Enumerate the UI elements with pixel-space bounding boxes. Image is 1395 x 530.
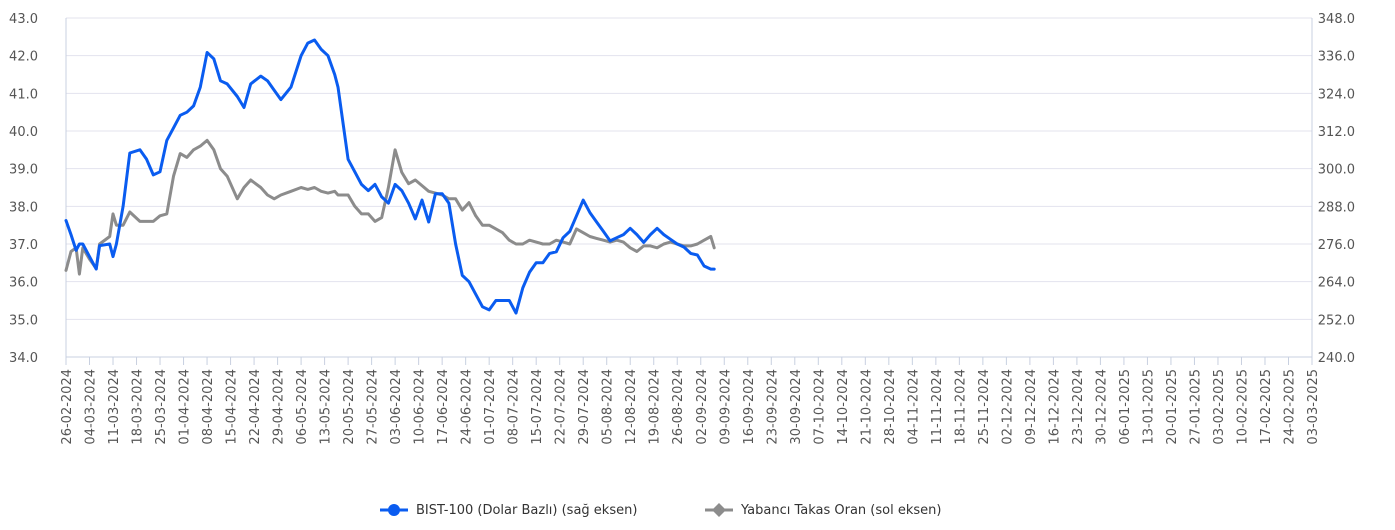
left-axis-tick-label: 40.0	[9, 125, 38, 140]
axes: 43.0 348.0 42.0 336.0 41.0 324.0 40.0 312.0 39.0…	[9, 12, 1355, 445]
x-axis-tick-label: 06-01-2025	[1118, 369, 1133, 445]
left-axis-tick-label: 39.0	[9, 163, 38, 178]
x-axis-tick-label: 25-03-2024	[154, 369, 169, 445]
x-axis-tick-label: 10-02-2025	[1235, 369, 1250, 445]
grid	[66, 17, 1312, 358]
x-axis-tick-label: 24-02-2025	[1282, 369, 1297, 445]
x-axis-tick-label: 23-12-2024	[1071, 369, 1086, 445]
series-lines	[64, 38, 716, 315]
x-axis-tick-label: 16-12-2024	[1047, 369, 1062, 445]
x-axis-tick-label: 22-07-2024	[554, 369, 569, 445]
right-axis-tick-label: 276.0	[1318, 238, 1355, 253]
x-axis-tick-label: 23-09-2024	[765, 369, 780, 445]
legend-item-bist100[interactable]: BIST-100 (Dolar Bazlı) (sağ eksen)	[380, 503, 637, 518]
x-axis-tick-label: 15-04-2024	[225, 369, 240, 445]
x-axis-tick-label: 21-10-2024	[859, 369, 874, 445]
legend-label-yabanci-takas: Yabancı Takas Oran (sol eksen)	[740, 503, 941, 518]
x-axis-tick-label: 11-03-2024	[107, 369, 122, 445]
x-axis-tick-label: 12-08-2024	[624, 369, 639, 445]
right-axis-tick-label: 252.0	[1318, 313, 1355, 328]
left-axis-tick-label: 38.0	[9, 200, 38, 215]
left-axis-tick-label: 34.0	[9, 351, 38, 366]
x-axis-tick-label: 18-11-2024	[953, 369, 968, 445]
right-axis-tick-label: 312.0	[1318, 125, 1355, 140]
x-axis-tick-label: 09-12-2024	[1024, 369, 1039, 445]
x-axis-tick-label: 29-07-2024	[577, 369, 592, 445]
x-axis-tick-label: 30-12-2024	[1094, 369, 1109, 445]
x-axis-tick-label: 08-07-2024	[507, 369, 522, 445]
x-axis-tick-label: 13-05-2024	[319, 369, 334, 445]
legend: BIST-100 (Dolar Bazlı) (sağ eksen) Yaban…	[380, 503, 941, 518]
x-axis-tick-label: 10-06-2024	[413, 369, 428, 445]
x-axis-tick-label: 14-10-2024	[836, 369, 851, 445]
legend-item-yabanci-takas[interactable]: Yabancı Takas Oran (sol eksen)	[705, 503, 941, 518]
x-axis-tick-label: 06-05-2024	[295, 369, 310, 445]
x-axis-tick-label: 04-03-2024	[84, 369, 99, 445]
x-axis-tick-label: 24-06-2024	[460, 369, 475, 445]
x-axis-tick-label: 26-02-2024	[60, 369, 75, 445]
right-axis-tick-label: 348.0	[1318, 12, 1355, 27]
left-axis-tick-label: 37.0	[9, 238, 38, 253]
x-axis-tick-label: 02-12-2024	[1000, 369, 1015, 445]
x-axis-tick-label: 20-05-2024	[342, 369, 357, 445]
x-axis-tick-label: 27-01-2025	[1188, 369, 1203, 445]
x-axis-tick-label: 09-09-2024	[718, 369, 733, 445]
x-axis-tick-label: 08-04-2024	[201, 369, 216, 445]
left-axis-tick-label: 41.0	[9, 87, 38, 102]
x-axis-tick-label: 03-06-2024	[389, 369, 404, 445]
x-axis-tick-label: 29-04-2024	[272, 369, 287, 445]
x-axis-tick-label: 17-06-2024	[436, 369, 451, 445]
x-axis-tick-label: 03-02-2025	[1212, 369, 1227, 445]
legend-marker-yabanci-takas	[712, 503, 726, 517]
x-axis-tick-label: 03-03-2025	[1306, 369, 1321, 445]
x-axis-tick-label: 22-04-2024	[248, 369, 263, 445]
x-axis-tick-label: 13-01-2025	[1141, 369, 1156, 445]
x-axis-tick-label: 04-11-2024	[906, 369, 921, 445]
x-axis-tick-label: 19-08-2024	[648, 369, 663, 445]
left-axis-tick-label: 35.0	[9, 313, 38, 328]
right-axis-tick-label: 300.0	[1318, 163, 1355, 178]
x-axis-tick-label: 11-11-2024	[930, 369, 945, 445]
x-axis-tick-label: 28-10-2024	[883, 369, 898, 445]
x-axis-tick-label: 15-07-2024	[530, 369, 545, 445]
right-axis-tick-label: 336.0	[1318, 50, 1355, 65]
legend-marker-bist100	[388, 504, 400, 516]
right-axis-tick-label: 264.0	[1318, 276, 1355, 291]
x-axis-tick-label: 25-11-2024	[977, 369, 992, 445]
series-line-bist100	[64, 38, 716, 315]
x-axis-tick-label: 16-09-2024	[742, 369, 757, 445]
left-axis-tick-label: 42.0	[9, 50, 38, 65]
x-axis-tick-label: 20-01-2025	[1165, 369, 1180, 445]
right-axis-tick-label: 240.0	[1318, 351, 1355, 366]
x-axis-tick-label: 07-10-2024	[812, 369, 827, 445]
x-axis-tick-label: 02-09-2024	[695, 369, 710, 445]
x-axis-tick-label: 05-08-2024	[601, 369, 616, 445]
x-axis-tick-label: 01-07-2024	[483, 369, 498, 445]
x-axis-tick-label: 27-05-2024	[366, 369, 381, 445]
x-axis-tick-label: 17-02-2025	[1259, 369, 1274, 445]
right-axis-tick-label: 288.0	[1318, 200, 1355, 215]
left-axis-tick-label: 43.0	[9, 12, 38, 27]
x-axis-tick-label: 18-03-2024	[131, 369, 146, 445]
legend-label-bist100: BIST-100 (Dolar Bazlı) (sağ eksen)	[416, 503, 637, 518]
x-axis-tick-label: 26-08-2024	[671, 369, 686, 445]
x-axis-tick-label: 30-09-2024	[789, 369, 804, 445]
right-axis-tick-label: 324.0	[1318, 87, 1355, 102]
left-axis-tick-label: 36.0	[9, 276, 38, 291]
x-axis-tick-label: 01-04-2024	[178, 369, 193, 445]
